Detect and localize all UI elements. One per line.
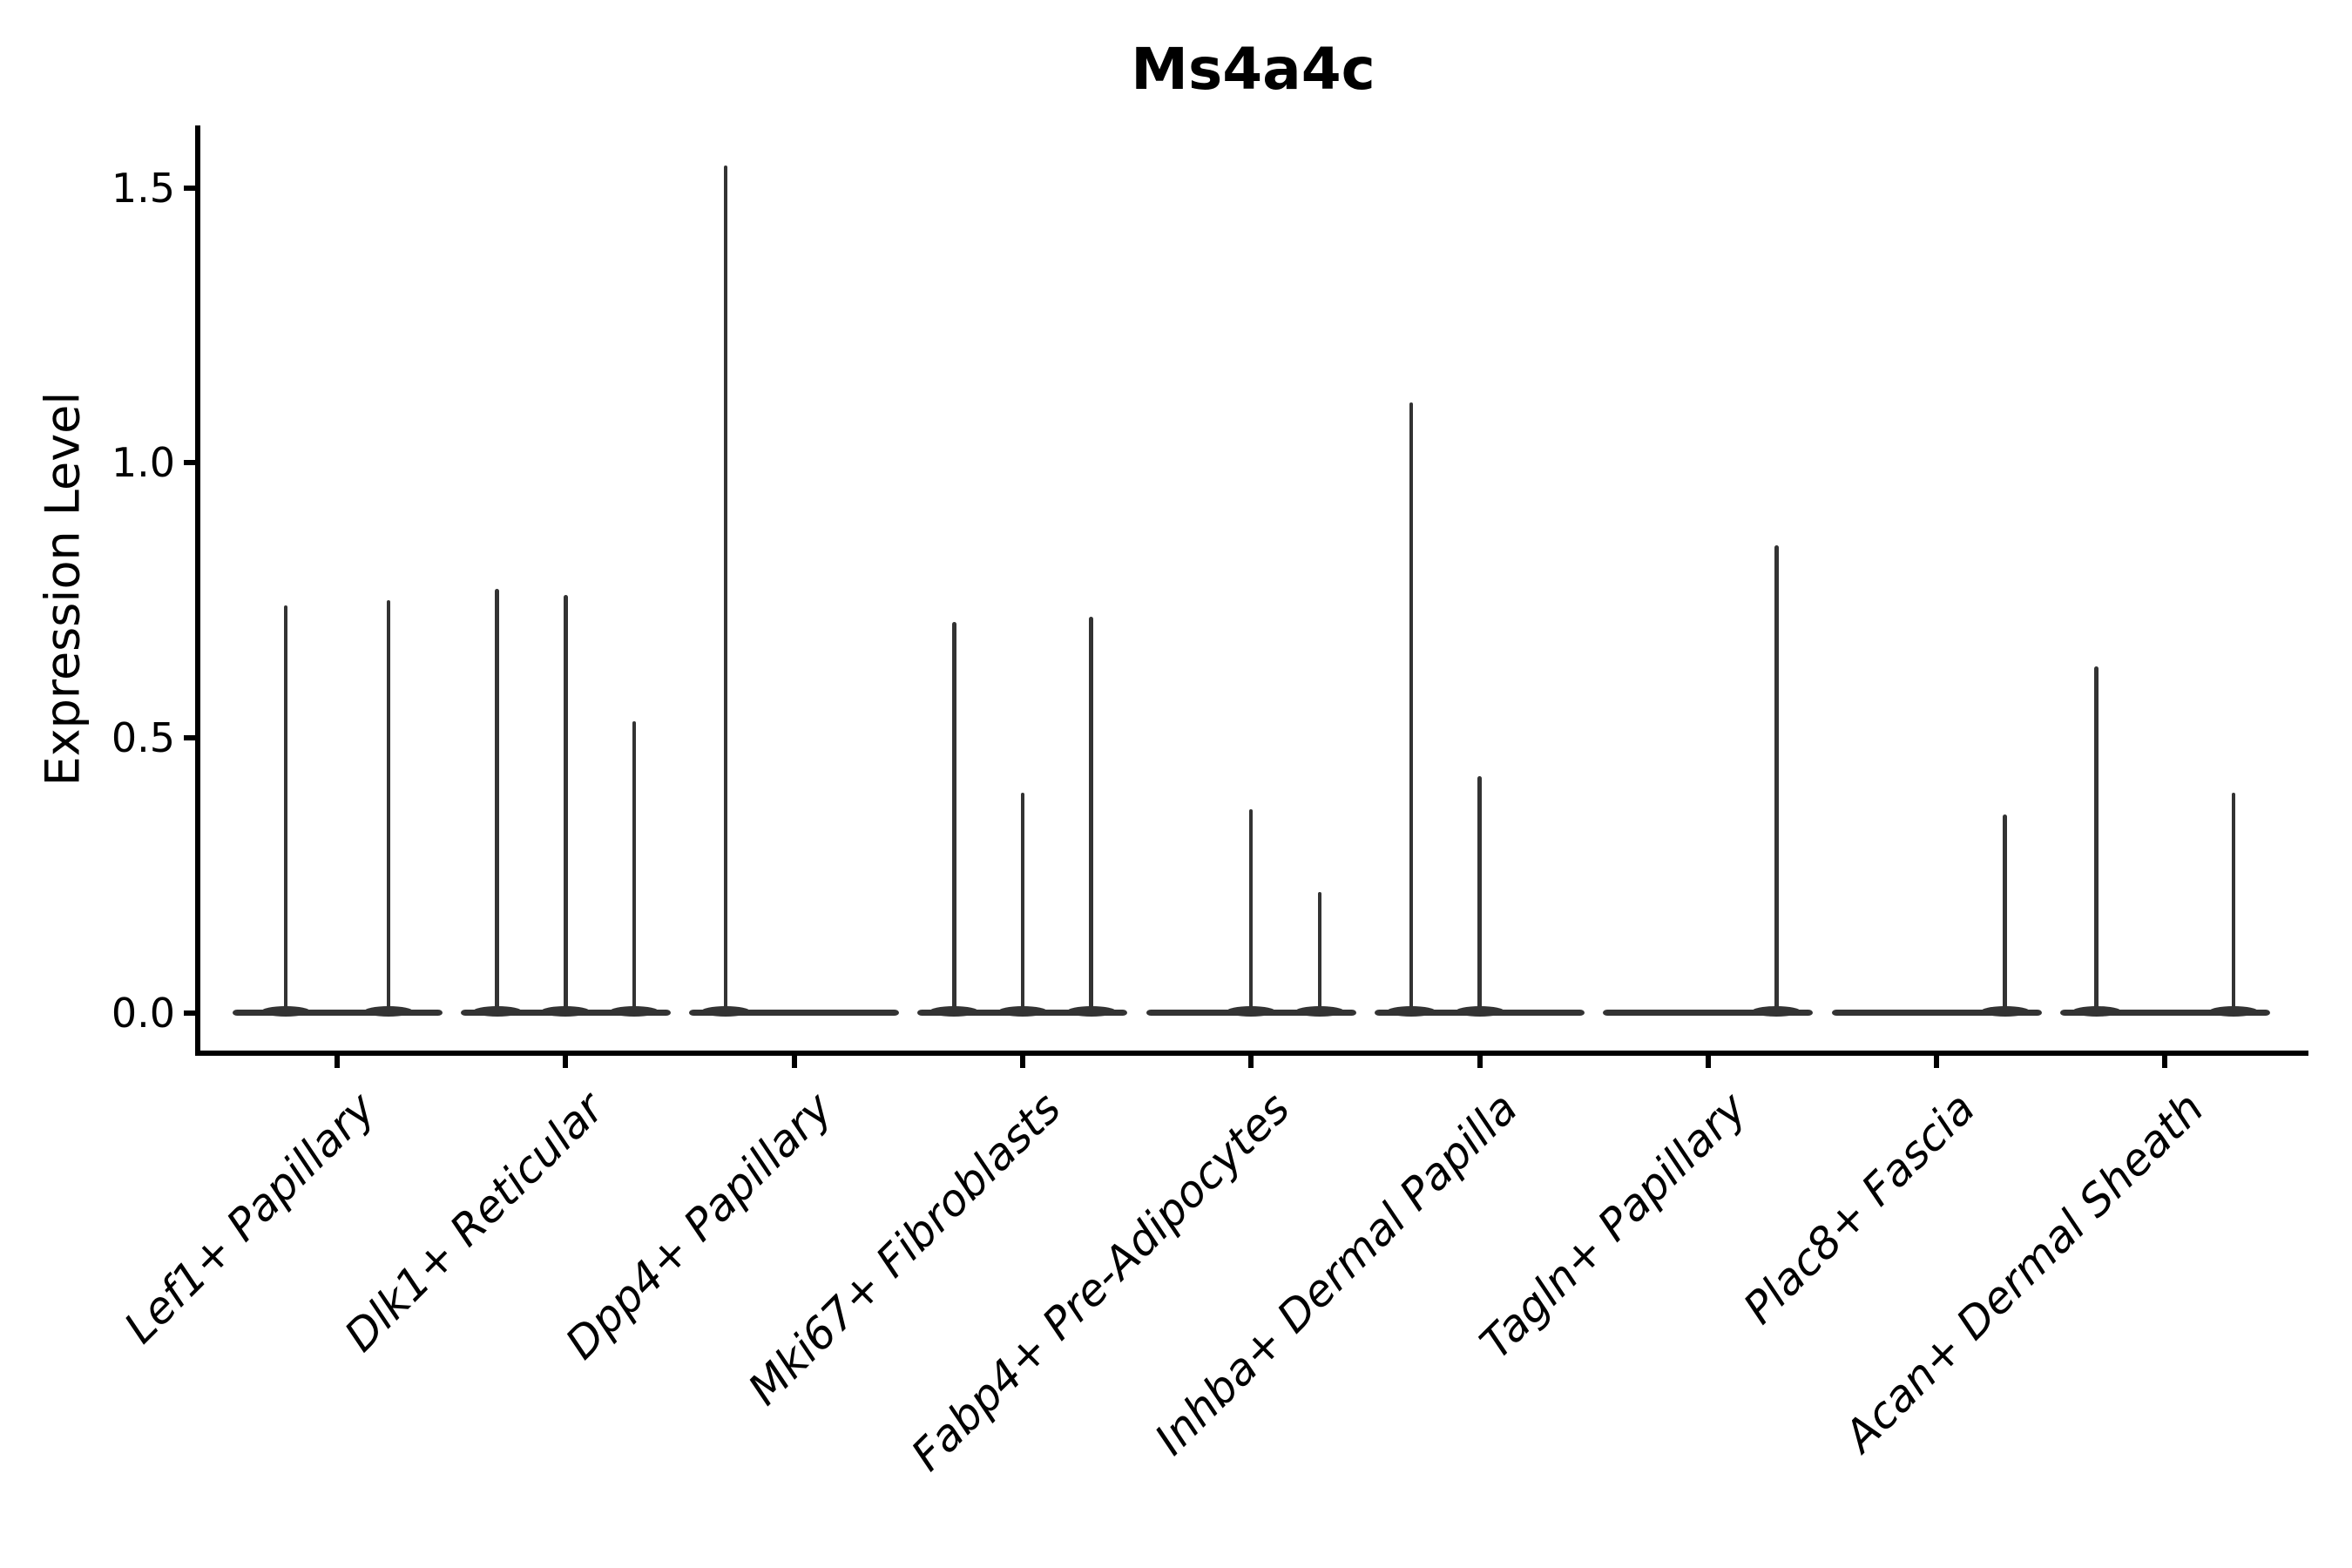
x-tick-mark — [1934, 1053, 1940, 1068]
x-axis-category-label: Plac8+ Fascia — [1734, 1083, 1985, 1334]
y-tick-mark — [184, 185, 198, 191]
x-tick-mark — [563, 1053, 569, 1068]
violin-spike — [1317, 891, 1322, 1015]
violin-spike — [1020, 792, 1025, 1015]
x-axis-category-label: Lef1+ Papillary — [114, 1083, 386, 1354]
x-tick-mark — [1705, 1053, 1711, 1068]
violin-baseline-bar — [689, 1009, 900, 1017]
y-tick-label: 0.0 — [111, 989, 175, 1037]
x-tick-mark — [1019, 1053, 1025, 1068]
violin-spike — [1477, 776, 1482, 1015]
y-tick-mark — [184, 460, 198, 466]
violin-spike — [1409, 402, 1414, 1015]
violin-spike — [564, 594, 568, 1015]
x-tick-mark — [335, 1053, 340, 1068]
violin-baseline-bar — [2059, 1009, 2270, 1017]
violin-spike — [2003, 814, 2008, 1015]
y-tick-mark — [184, 1010, 198, 1016]
y-tick-label: 0.5 — [111, 713, 175, 761]
x-tick-mark — [2162, 1053, 2168, 1068]
violin-spike — [1774, 544, 1779, 1015]
x-tick-mark — [1477, 1053, 1483, 1068]
violin-spike — [2231, 792, 2236, 1015]
violin-spike — [283, 605, 288, 1015]
violin-spike — [723, 166, 728, 1015]
x-axis-category-label: Fabp4+ Pre-Adipocytes — [901, 1083, 1300, 1481]
y-tick-label: 1.0 — [111, 439, 175, 487]
x-axis-category-label: Inhba+ Dermal Papilla — [1146, 1083, 1528, 1465]
violin-spike — [1089, 616, 1093, 1015]
violin-spike — [2094, 666, 2099, 1015]
violin-baseline-bar — [1831, 1009, 2042, 1017]
y-tick-label: 1.5 — [111, 164, 175, 212]
chart-title: Ms4a4c — [1131, 36, 1375, 103]
violin-baseline-bar — [232, 1009, 443, 1017]
violin-spike — [1248, 808, 1254, 1015]
violin-spike — [386, 600, 391, 1015]
x-tick-mark — [1248, 1053, 1254, 1068]
violin-spike — [951, 622, 956, 1015]
y-tick-mark — [184, 734, 198, 740]
y-axis-spine — [195, 125, 200, 1056]
violin-spike — [495, 589, 499, 1015]
violin-spike — [632, 720, 637, 1015]
x-tick-mark — [791, 1053, 797, 1068]
violin-baseline-bar — [1603, 1009, 1814, 1017]
